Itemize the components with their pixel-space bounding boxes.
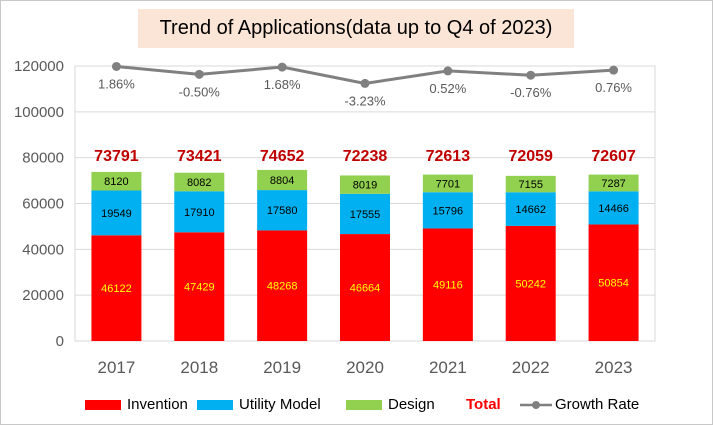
bar-segment <box>257 230 308 341</box>
data-label: 14466 <box>598 203 629 215</box>
legend: Invention Utility Model Design Total Gro… <box>0 394 713 416</box>
bar-segment <box>422 174 473 193</box>
data-label: 8804 <box>270 175 294 187</box>
y-tick-label: 0 <box>56 333 64 350</box>
growth-rate-point <box>609 65 619 75</box>
x-tick-label: 2020 <box>346 358 384 377</box>
legend-label-total: Total <box>466 396 501 413</box>
growth-rate-label: 1.68% <box>264 77 301 92</box>
bar-segment <box>91 171 142 191</box>
bar-segment <box>174 191 225 233</box>
data-label: 19549 <box>101 208 132 220</box>
y-tick-label: 40000 <box>22 241 64 258</box>
data-label: 17910 <box>184 207 215 219</box>
total-label: 74652 <box>260 148 305 165</box>
data-label: 17555 <box>350 209 381 221</box>
x-tick-label: 2018 <box>180 358 218 377</box>
data-label: 50242 <box>515 278 546 290</box>
data-label: 8019 <box>353 180 377 192</box>
legend-swatch-design <box>346 400 382 410</box>
bar-segment <box>91 235 142 341</box>
legend-swatch-growth-rate <box>520 401 552 409</box>
bar-segment <box>91 190 142 236</box>
y-tick-label: 100000 <box>14 104 64 121</box>
data-label: 15796 <box>433 205 464 217</box>
legend-label-utility-model: Utility Model <box>239 396 321 413</box>
x-tick-label: 2023 <box>595 358 633 377</box>
data-label: 17580 <box>267 205 298 217</box>
legend-label-growth-rate: Growth Rate <box>555 396 640 413</box>
bar-segment <box>505 225 556 341</box>
bar-segment <box>340 234 390 341</box>
y-tick-label: 20000 <box>22 287 64 304</box>
legend-swatch-utility-model <box>197 400 233 410</box>
bar-segment <box>340 193 390 235</box>
data-label: 49116 <box>433 280 463 292</box>
y-tick-label: 120000 <box>14 58 64 75</box>
x-tick-label: 2017 <box>98 358 136 377</box>
growth-rate-label: -0.76% <box>510 85 552 100</box>
bar-segment <box>505 175 556 193</box>
data-label: 50854 <box>598 278 629 290</box>
data-label: 46664 <box>350 283 381 295</box>
data-label: 7155 <box>518 179 542 191</box>
x-tick-label: 2019 <box>263 358 301 377</box>
bar-segment <box>257 190 308 231</box>
legend-swatch-invention <box>85 400 121 410</box>
growth-rate-point <box>277 62 287 72</box>
legend-label-invention: Invention <box>127 396 188 413</box>
y-tick-label: 60000 <box>22 196 64 213</box>
bar-segment <box>174 232 225 341</box>
growth-rate-point <box>360 78 370 88</box>
data-label: 8082 <box>187 177 211 189</box>
bar-segment <box>174 172 225 192</box>
bar-segment <box>257 169 308 191</box>
x-tick-label: 2022 <box>512 358 550 377</box>
growth-rate-label: -0.50% <box>179 84 221 99</box>
bar-segment <box>422 228 473 341</box>
legend-label-design: Design <box>388 396 435 413</box>
total-label: 73421 <box>177 148 222 165</box>
bar-chart: 0 20000 40000 60000 80000 100000 120000 46122 19… <box>14 58 656 377</box>
data-label: 48268 <box>267 281 298 293</box>
data-label: 46122 <box>101 283 132 295</box>
bar-segment <box>588 174 639 192</box>
bar-segment <box>588 191 639 225</box>
growth-rate-point <box>194 69 204 79</box>
data-label: 47429 <box>184 282 215 294</box>
total-label: 73791 <box>94 148 139 165</box>
total-label: 72059 <box>508 148 553 165</box>
growth-rate-label: 1.86% <box>98 76 135 91</box>
total-label: 72607 <box>591 148 636 165</box>
growth-rate-point <box>526 70 536 80</box>
growth-rate-point <box>111 61 121 71</box>
data-label: 7287 <box>601 178 625 190</box>
data-label: 7701 <box>436 178 460 190</box>
bar-segment <box>588 224 639 341</box>
bar-segment <box>505 192 556 226</box>
chart-title-background <box>138 9 574 48</box>
growth-rate-point <box>443 66 453 76</box>
total-label: 72238 <box>343 148 388 165</box>
growth-rate-label: -3.23% <box>344 93 386 108</box>
bar-segment <box>340 175 390 194</box>
growth-rate-label: 0.76% <box>595 80 632 95</box>
y-tick-label: 80000 <box>22 150 64 167</box>
data-label: 8120 <box>104 176 128 188</box>
chart-title: Trend of Applications(data up to Q4 of 2… <box>159 17 553 39</box>
data-label: 14662 <box>515 204 546 216</box>
x-tick-label: 2021 <box>429 358 467 377</box>
bar-segment <box>422 192 473 229</box>
total-label: 72613 <box>426 148 471 165</box>
growth-rate-label: 0.52% <box>429 81 466 96</box>
